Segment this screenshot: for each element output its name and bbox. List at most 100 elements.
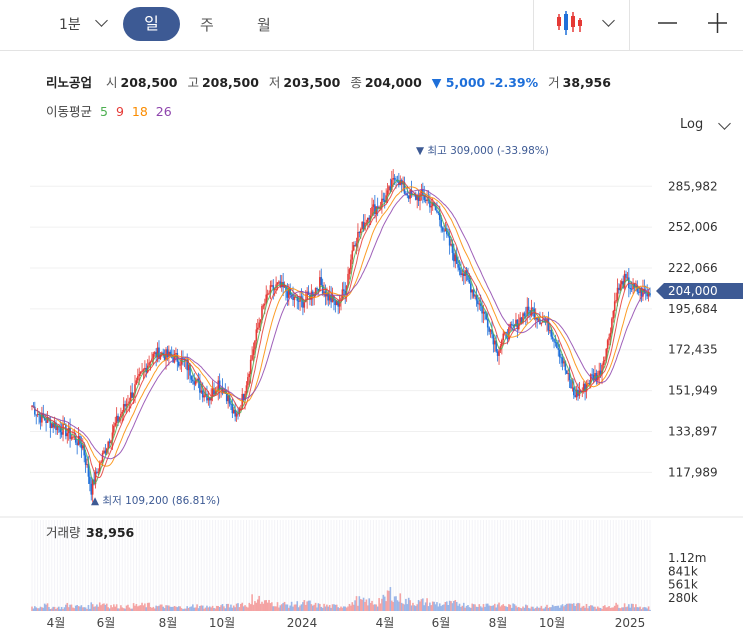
volume-bar: [286, 604, 289, 611]
candle-body: [457, 263, 459, 268]
candle-body: [519, 317, 521, 324]
volume-bar: [223, 606, 225, 611]
volume-bar: [467, 605, 469, 611]
volume-bar: [187, 607, 190, 611]
volume-bar: [383, 596, 386, 611]
candle-body: [266, 293, 269, 295]
candle-body: [45, 420, 47, 423]
volume-bar: [489, 605, 492, 611]
candle-body: [207, 397, 210, 401]
volume-bar: [324, 606, 327, 611]
volume-bar: [234, 607, 236, 611]
volume-bar: [505, 606, 507, 611]
volume-bar: [573, 603, 575, 611]
candle-body: [352, 245, 355, 251]
candle-body: [367, 217, 369, 223]
interval-selector[interactable]: 1분: [59, 17, 81, 33]
volume-bar: [481, 607, 483, 611]
ma-label: 이동평균: [46, 104, 93, 119]
candle-body: [462, 273, 465, 276]
candle-body: [578, 390, 581, 396]
volume-bar: [152, 606, 155, 611]
candle-body: [568, 373, 571, 381]
candle-body: [190, 375, 193, 380]
volume-bar: [628, 604, 630, 611]
volume-bar: [166, 605, 169, 611]
candle-body: [186, 359, 189, 371]
candle-body: [43, 417, 46, 421]
ma-line-9: [31, 180, 651, 479]
x-tick-label: 8월: [489, 616, 508, 630]
volume-bar: [70, 604, 73, 611]
candle-body: [633, 283, 636, 288]
volume-bar: [475, 606, 478, 611]
volume-bar: [176, 607, 179, 611]
volume-bar: [468, 607, 471, 611]
volume-bar: [240, 603, 242, 611]
tab-week[interactable]: 주: [200, 16, 214, 34]
volume-bar: [276, 602, 279, 611]
volume-bar: [457, 605, 459, 611]
candle-body: [135, 380, 138, 385]
candle-body: [549, 330, 551, 332]
candle-body: [592, 374, 595, 381]
volume-bar: [630, 603, 633, 611]
candle-body: [118, 417, 121, 422]
candle-body: [365, 222, 368, 224]
candle-body: [132, 393, 135, 398]
volume-bar: [433, 601, 435, 611]
candle-body: [625, 273, 627, 278]
volume-bar: [499, 606, 502, 611]
candle-body: [599, 370, 602, 375]
candle-body: [244, 393, 246, 401]
volume-bar: [584, 607, 586, 611]
volume-bar: [104, 604, 107, 611]
moving-average-legend[interactable]: 이동평균 5 9 18 26: [46, 101, 172, 120]
candle-body: [278, 281, 280, 283]
scale-selector[interactable]: Log: [680, 117, 704, 132]
volume-bar: [608, 606, 610, 611]
candle-body: [495, 340, 498, 352]
x-tick-label: 2025: [615, 616, 646, 630]
candle-body: [364, 222, 366, 230]
candle-body: [335, 300, 338, 306]
tab-day[interactable]: 일: [123, 7, 180, 41]
volume-bar: [509, 604, 512, 611]
volume-bar: [287, 607, 290, 611]
volume-bar: [482, 604, 485, 611]
candle-body: [256, 327, 259, 330]
quote-summary: 리노공업 시 208,500 고 208,500 저 203,500 종 204,000…: [46, 75, 611, 90]
tab-month[interactable]: 월: [257, 16, 271, 34]
volume-bar: [516, 607, 519, 611]
candle-body: [292, 295, 294, 301]
volume-bar: [192, 604, 194, 611]
candle-body: [436, 210, 438, 213]
candle-body: [72, 436, 74, 438]
volume-bar: [165, 605, 167, 611]
volume-bar: [495, 607, 498, 611]
volume-bar: [537, 607, 540, 611]
volume-bar: [84, 607, 87, 611]
volume-tick-label: 1.12m: [668, 551, 706, 565]
volume-bar: [53, 606, 56, 611]
candle-body: [60, 432, 63, 435]
volume-bar: [278, 607, 280, 611]
volume-bar: [235, 603, 238, 611]
volume-bar: [412, 602, 414, 611]
volume-bar: [605, 607, 608, 611]
volume-grid: [31, 520, 651, 611]
volume-bar: [100, 605, 102, 611]
volume-bar: [221, 604, 224, 611]
candle-body: [330, 295, 332, 303]
volume-bar: [420, 599, 423, 611]
volume-bar: [86, 608, 88, 611]
candle-body: [424, 199, 427, 202]
volume-bar: [448, 600, 451, 611]
candle-body: [553, 338, 555, 342]
volume-bar: [393, 596, 396, 611]
volume-bar: [532, 606, 534, 611]
candle-body: [282, 282, 284, 288]
candle-body: [180, 358, 183, 365]
candle-body: [386, 190, 389, 196]
